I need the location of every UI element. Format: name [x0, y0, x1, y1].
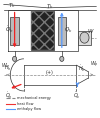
Text: mechanical energy: mechanical energy — [17, 96, 51, 100]
Text: $\dot{Q}_k$: $\dot{Q}_k$ — [73, 91, 81, 101]
Text: heat flow: heat flow — [17, 102, 34, 106]
Text: $(+)$: $(+)$ — [45, 68, 55, 77]
Text: $T_k$: $T_k$ — [46, 3, 54, 11]
Polygon shape — [10, 17, 19, 44]
Circle shape — [80, 32, 89, 43]
Polygon shape — [78, 31, 91, 44]
Text: $\dot{H}_h$: $\dot{H}_h$ — [4, 63, 11, 73]
Circle shape — [60, 56, 64, 61]
Text: $W_v$: $W_v$ — [1, 61, 10, 70]
Text: $\dot{Q}_h$: $\dot{Q}_h$ — [5, 25, 13, 35]
Text: $T_h$: $T_h$ — [8, 1, 15, 10]
Circle shape — [12, 56, 17, 61]
Text: $\dot{H}_k$: $\dot{H}_k$ — [78, 63, 86, 74]
Text: $W_p$: $W_p$ — [90, 60, 99, 70]
Polygon shape — [58, 17, 66, 44]
Text: $W$: $W$ — [87, 27, 94, 35]
Text: $\dot{Q}_h$: $\dot{Q}_h$ — [5, 91, 12, 101]
Text: $\dot{Q}_k$: $\dot{Q}_k$ — [64, 25, 73, 35]
Polygon shape — [31, 11, 54, 50]
Text: enthalpy flow: enthalpy flow — [17, 107, 41, 111]
